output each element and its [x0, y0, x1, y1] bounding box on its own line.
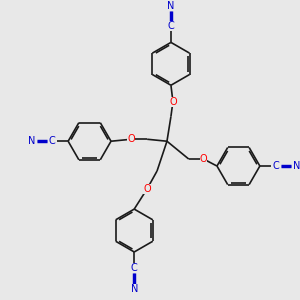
Text: C: C: [168, 21, 174, 31]
Text: O: O: [143, 184, 151, 194]
Text: N: N: [130, 284, 138, 294]
Text: C: C: [131, 263, 138, 273]
Text: N: N: [28, 136, 35, 146]
Text: C: C: [48, 136, 55, 146]
Text: N: N: [167, 1, 175, 11]
Text: N: N: [293, 161, 300, 171]
Text: O: O: [169, 97, 177, 106]
Text: O: O: [200, 154, 208, 164]
Text: C: C: [273, 161, 280, 171]
Text: O: O: [128, 134, 135, 144]
